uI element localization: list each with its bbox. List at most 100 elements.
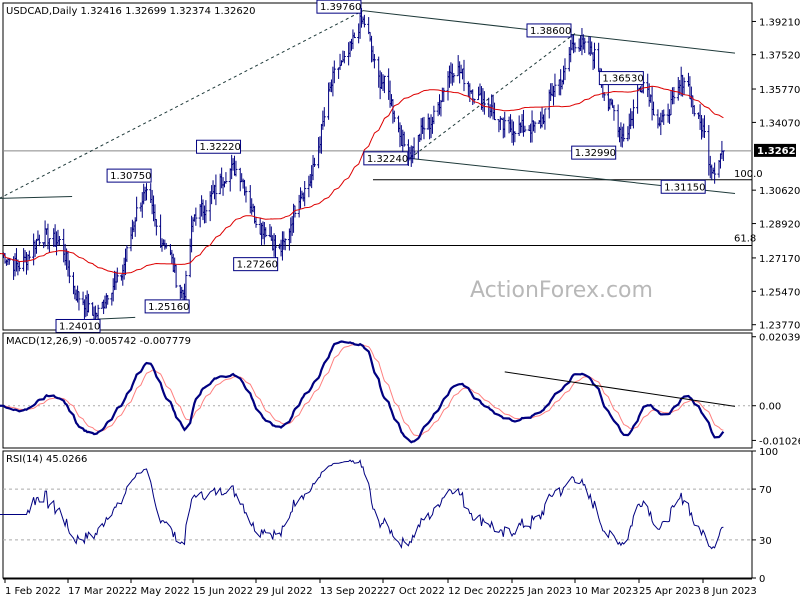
x-tick-label: 27 Oct 2022: [383, 586, 445, 597]
swing-callout: 1.30750: [106, 168, 152, 183]
price-bar: [452, 72, 456, 83]
price-bar: [382, 75, 386, 94]
price-bar: [57, 235, 61, 246]
price-bar: [713, 162, 717, 184]
price-bar: [662, 109, 666, 125]
price-bar: [721, 150, 725, 162]
x-tick-label: 29 Jul 2022: [256, 586, 313, 597]
price-bar: [184, 270, 188, 303]
swing-callout: 1.32240: [363, 151, 409, 166]
price-bar: [631, 99, 635, 129]
price-bar: [174, 264, 178, 288]
macd-ytick-label: 0.00: [759, 402, 781, 413]
price-bar: [254, 216, 258, 228]
price-bar: [592, 42, 596, 69]
price-bar: [234, 160, 238, 177]
current-price-tag-box: [754, 143, 796, 157]
macd-ytick-label: -0.01026: [759, 436, 800, 447]
trend-dotted-line-2: [409, 33, 576, 159]
price-bar: [362, 14, 366, 28]
swing-callout: 1.27260: [233, 257, 279, 272]
price-bar: [154, 219, 158, 236]
swing-callout-box: [660, 179, 706, 194]
price-bar: [303, 180, 307, 207]
price-bar: [115, 267, 119, 283]
price-bar: [342, 50, 346, 64]
watermark: ActionForex.com: [470, 278, 653, 303]
price-ytick-label: 1.28920: [759, 220, 800, 231]
swing-callout-label: 1.27260: [237, 260, 278, 271]
swing-callout-box: [196, 139, 242, 154]
rsi-ytick-label: 30: [759, 536, 772, 547]
swing-callout: 1.24010: [55, 318, 101, 333]
swing-callout-label: 1.32990: [575, 148, 616, 159]
fib-61-8-label: 61.8: [734, 234, 756, 245]
support-line-1307: [0, 195, 73, 199]
swing-callout-box: [106, 168, 152, 183]
price-bar: [293, 205, 297, 218]
price-bar: [322, 107, 326, 127]
swing-callout-label: 1.30750: [110, 171, 151, 182]
price-bar: [672, 86, 676, 105]
swing-callout-box: [598, 71, 644, 86]
fib-100-label: 100.0: [734, 169, 763, 180]
macd-main-line: [0, 340, 725, 444]
x-tick-label: 1 Feb 2022: [5, 586, 61, 597]
x-tick-label: 15 Jun 2022: [193, 586, 253, 597]
price-bar: [533, 121, 537, 133]
price-bar: [283, 238, 287, 251]
swing-callout-label: 1.38600: [530, 26, 571, 37]
swing-callout: 1.31150: [660, 179, 706, 194]
price-bar: [652, 101, 656, 116]
price-bar: [224, 172, 228, 184]
swing-callout: 1.32220: [196, 139, 242, 154]
price-bar: [583, 37, 587, 53]
swing-callout-label: 1.39760: [320, 2, 361, 13]
price-bar: [125, 245, 129, 263]
price-bar: [87, 293, 91, 313]
rsi-ytick-label: 70: [759, 485, 772, 496]
price-pane-border: [2, 2, 753, 331]
swing-callout-label: 1.36530: [602, 74, 643, 85]
price-bar: [204, 200, 208, 224]
price-bar: [37, 234, 41, 247]
price-bar: [702, 115, 706, 138]
rsi-pane: RSI(14) 45.0266 100 70 30 0: [0, 447, 778, 585]
swing-callout-box: [144, 299, 190, 314]
price-bar: [682, 77, 686, 95]
price-ytick-label: 1.23770: [759, 321, 800, 332]
price-bar: [612, 104, 616, 121]
price-bar: [503, 111, 507, 138]
price-bar: [312, 157, 316, 167]
swing-callout-box: [571, 145, 617, 160]
price-pane: USDCAD,Daily 1.32416 1.32699 1.32374 1.3…: [0, 0, 800, 333]
price-bar: [145, 183, 148, 201]
price-bar: [0, 253, 1, 255]
price-bar: [273, 234, 277, 258]
moving-average-line: [0, 85, 724, 274]
price-ytick-label: 1.37520: [759, 51, 800, 62]
price-bar: [244, 186, 248, 203]
swing-callout: 1.25160: [144, 299, 190, 314]
price-bar: [264, 227, 268, 238]
swing-callout-label: 1.25160: [148, 302, 189, 313]
swing-callout-label: 1.31150: [664, 182, 705, 193]
price-bar: [164, 242, 168, 249]
rsi-ytick-label: 0: [759, 574, 765, 585]
price-bar: [422, 116, 426, 140]
price-bar: [493, 102, 497, 121]
x-axis: 1 Feb 2022 17 Mar 2022 2 May 2022 15 Jun 20…: [3, 578, 757, 597]
swing-callout: 1.32990: [571, 145, 617, 160]
x-tick-label: 13 Sep 2022: [320, 586, 383, 597]
price-bar: [412, 137, 416, 160]
swing-callout-label: 1.32240: [367, 154, 408, 165]
price-bar: [27, 250, 31, 260]
macd-ytick-label: 0.020399: [759, 333, 800, 344]
price-header: USDCAD,Daily 1.32416 1.32699 1.32374 1.3…: [6, 6, 256, 17]
price-bar: [67, 260, 71, 284]
price-bar: [402, 131, 406, 147]
macd-pane: MACD(12,26,9) -0.005742 -0.007779 0.02039…: [0, 332, 800, 449]
price-bar: [482, 91, 486, 115]
